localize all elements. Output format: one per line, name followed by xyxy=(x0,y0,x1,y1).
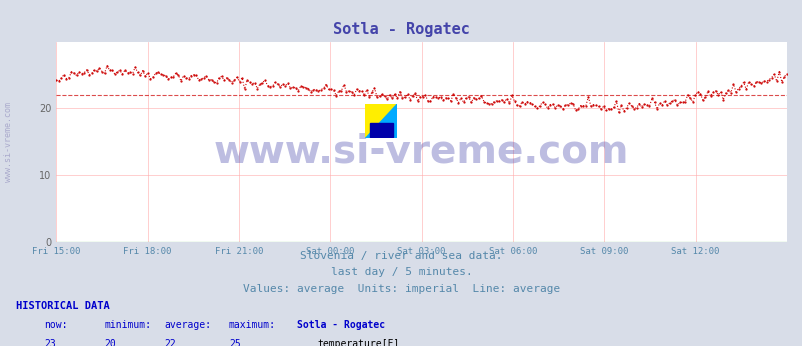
Text: maximum:: maximum: xyxy=(229,320,276,330)
Text: www.si-vreme.com: www.si-vreme.com xyxy=(4,102,13,182)
Text: average:: average: xyxy=(164,320,212,330)
Text: now:: now: xyxy=(44,320,67,330)
Text: 25: 25 xyxy=(229,339,241,346)
Text: Slovenia / river and sea data.: Slovenia / river and sea data. xyxy=(300,251,502,261)
Text: Values: average  Units: imperial  Line: average: Values: average Units: imperial Line: av… xyxy=(242,284,560,294)
Text: HISTORICAL DATA: HISTORICAL DATA xyxy=(16,301,110,311)
Text: minimum:: minimum: xyxy=(104,320,152,330)
Polygon shape xyxy=(365,104,397,138)
Text: Sotla - Rogatec: Sotla - Rogatec xyxy=(297,320,385,330)
Text: last day / 5 minutes.: last day / 5 minutes. xyxy=(330,267,472,277)
Text: www.si-vreme.com: www.si-vreme.com xyxy=(213,133,629,171)
Text: 20: 20 xyxy=(104,339,116,346)
Polygon shape xyxy=(365,104,397,138)
Text: 23: 23 xyxy=(44,339,56,346)
Polygon shape xyxy=(370,123,392,137)
Text: Sotla - Rogatec: Sotla - Rogatec xyxy=(333,22,469,37)
Text: temperature[F]: temperature[F] xyxy=(317,339,399,346)
Text: 22: 22 xyxy=(164,339,176,346)
